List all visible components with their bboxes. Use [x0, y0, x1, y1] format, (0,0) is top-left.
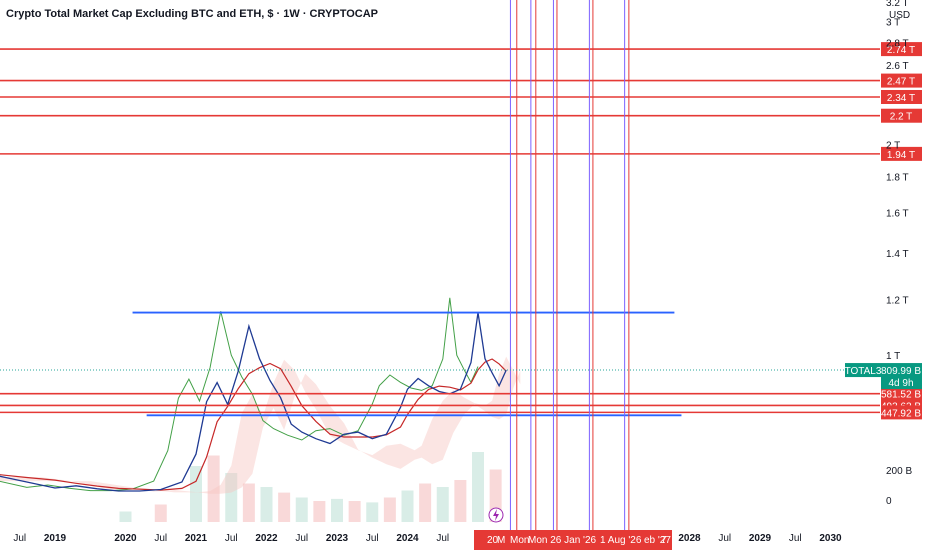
x-axis-tick-label: 2023: [326, 533, 349, 544]
current-price-value: 809.99 B: [881, 366, 921, 377]
x-axis-highlight-label: 7: [661, 535, 667, 546]
x-axis-tick-label: Jul: [436, 533, 449, 544]
x-axis-tick-label: 2022: [255, 533, 278, 544]
volume-bar: [331, 499, 343, 522]
x-axis-highlight-label: 1 Aug '26: [600, 535, 642, 546]
volume-bar: [120, 512, 132, 523]
x-axis-tick-label: Jul: [13, 533, 26, 544]
y-axis-tick-label: 1.4 T: [886, 249, 909, 260]
volume-bar: [296, 498, 308, 523]
level-label: 2.34 T: [887, 93, 915, 104]
volume-bar: [261, 487, 273, 522]
y-axis-tick-label: 2.8 T: [886, 39, 909, 50]
x-axis-tick-label: 2020: [114, 533, 137, 544]
volume-bar: [402, 491, 414, 523]
y-axis-tick-label: 1.6 T: [886, 208, 909, 219]
volume-bar: [155, 505, 167, 523]
x-axis-tick-label: 2024: [396, 533, 419, 544]
volume-bar: [437, 487, 449, 522]
y-axis-tick-label: 2.6 T: [886, 61, 909, 72]
volume-bar: [243, 484, 255, 523]
volume-bar: [190, 466, 202, 522]
x-axis-tick-label: Jul: [295, 533, 308, 544]
x-axis-tick-label: 2021: [185, 533, 208, 544]
y-axis-tick-label: 200 B: [886, 466, 912, 477]
symbol-label: TOTAL3: [845, 366, 882, 377]
x-axis-highlight-label: Mon 26 Jan '26: [528, 535, 597, 546]
chart-title: Crypto Total Market Cap Excluding BTC an…: [6, 8, 378, 20]
volume-bar: [472, 452, 484, 522]
x-axis-tick-label: Jul: [225, 533, 238, 544]
volume-bar: [278, 493, 290, 522]
volume-bar: [366, 502, 378, 522]
x-axis-tick-label: Jul: [789, 533, 802, 544]
y-axis-tick-label: 2 T: [886, 141, 900, 152]
level-label: 2.47 T: [887, 77, 915, 88]
x-axis-tick-label: 2019: [44, 533, 67, 544]
volume-bar: [313, 501, 325, 522]
y-axis-tick-label: 1.8 T: [886, 173, 909, 184]
x-axis-tick-label: 2028: [678, 533, 701, 544]
y-axis-tick-label: 0: [886, 496, 892, 507]
x-axis-highlight-label: M: [497, 535, 505, 546]
y-axis-tick-label: 1.2 T: [886, 296, 909, 307]
level-label: 447.92 B: [881, 408, 921, 419]
x-axis-tick-label: Jul: [718, 533, 731, 544]
x-axis-tick-label: Jul: [366, 533, 379, 544]
x-axis-highlight-label: eb '27: [644, 535, 671, 546]
x-axis-tick-label: 2029: [749, 533, 772, 544]
x-axis-highlight-label: Mon: [510, 535, 529, 546]
volume-bar: [349, 501, 361, 522]
volume-bar: [384, 498, 396, 523]
level-label: 2.2 T: [890, 112, 913, 123]
x-axis-tick-label: 2030: [819, 533, 842, 544]
volume-bar: [419, 484, 431, 523]
y-axis-tick-label: 1 T: [886, 351, 900, 362]
current-price-countdown: 4d 9h: [888, 378, 913, 389]
currency-label: USD: [889, 10, 910, 21]
y-axis-tick-label: 3.2 T: [886, 0, 909, 9]
volume-bar: [454, 480, 466, 522]
x-axis-tick-label: Jul: [154, 533, 167, 544]
